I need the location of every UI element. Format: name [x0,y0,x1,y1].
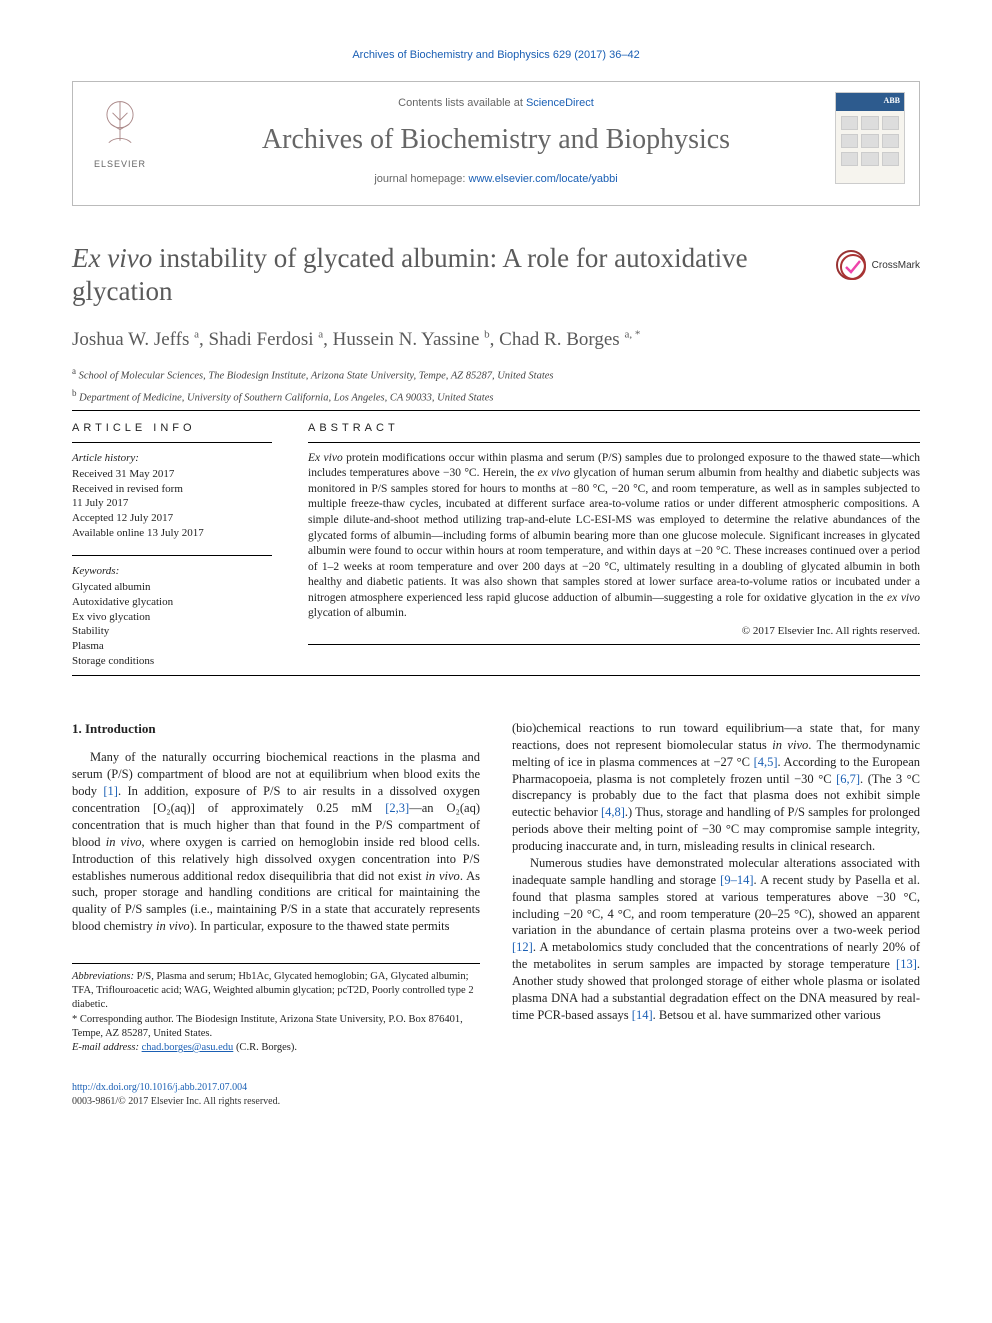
issn-copyright: 0003-9861/© 2017 Elsevier Inc. All right… [72,1096,280,1107]
article-title: Ex vivo instability of glycated albumin:… [72,242,816,307]
history-revised-2: 11 July 2017 [72,496,272,511]
footnotes-block: Abbreviations: P/S, Plasma and serum; Hb… [72,963,480,1055]
intro-para-2: (bio)chemical reactions to run toward eq… [512,720,920,855]
article-info-column: ARTICLE INFO Article history: Received 3… [72,421,272,669]
contents-lists-line: Contents lists available at ScienceDirec… [73,96,919,111]
journal-header-box: ELSEVIER ABB Contents lists available at… [72,81,920,206]
journal-name: Archives of Biochemistry and Biophysics [73,121,919,159]
cover-brand: ABB [836,93,904,111]
abstract-heading: ABSTRACT [308,421,920,443]
abstract-text: Ex vivo protein modifications occur with… [308,451,920,622]
rule [72,675,920,676]
section-heading-intro: 1. Introduction [72,720,480,738]
publisher-logo[interactable]: ELSEVIER [87,96,153,170]
journal-cover-thumb[interactable]: ABB [835,92,905,184]
body-column-right: (bio)chemical reactions to run toward eq… [512,720,920,1055]
history-label: Article history: [72,451,272,466]
article-info-heading: ARTICLE INFO [72,421,272,443]
publisher-name: ELSEVIER [87,158,153,170]
keyword: Ex vivo glycation [72,610,272,625]
keyword: Stability [72,624,272,639]
crossmark-label: CrossMark [872,259,920,273]
intro-para-1: Many of the naturally occurring biochemi… [72,749,480,935]
keywords-label: Keywords: [72,564,272,579]
keyword: Autoxidative glycation [72,595,272,610]
keyword: Storage conditions [72,654,272,669]
running-head: Archives of Biochemistry and Biophysics … [72,48,920,63]
elsevier-tree-icon [92,96,148,152]
journal-homepage-link[interactable]: www.elsevier.com/locate/yabbi [469,173,618,185]
affiliation: a School of Molecular Sciences, The Biod… [72,365,920,384]
body-column-left: 1. Introduction Many of the naturally oc… [72,720,480,1055]
abstract-column: ABSTRACT Ex vivo protein modifications o… [308,421,920,669]
history-online: Available online 13 July 2017 [72,526,272,541]
sciencedirect-link[interactable]: ScienceDirect [526,97,594,109]
footnote-abbreviations: Abbreviations: P/S, Plasma and serum; Hb… [72,970,480,1013]
history-accepted: Accepted 12 July 2017 [72,511,272,526]
keyword: Glycated albumin [72,580,272,595]
crossmark-icon [836,250,866,280]
affiliation: b Department of Medicine, University of … [72,387,920,406]
history-received: Received 31 May 2017 [72,467,272,482]
footnote-email: E-mail address: chad.borges@asu.edu (C.R… [72,1041,480,1055]
abstract-copyright: © 2017 Elsevier Inc. All rights reserved… [308,624,920,639]
journal-homepage-line: journal homepage: www.elsevier.com/locat… [73,172,919,187]
doi-link[interactable]: http://dx.doi.org/10.1016/j.abb.2017.07.… [72,1082,247,1093]
page-footer: http://dx.doi.org/10.1016/j.abb.2017.07.… [72,1081,920,1108]
corresponding-email-link[interactable]: chad.borges@asu.edu [142,1042,234,1053]
history-revised-1: Received in revised form [72,482,272,497]
rule [308,644,920,645]
intro-para-3: Numerous studies have demonstrated molec… [512,855,920,1024]
crossmark-badge[interactable]: CrossMark [836,242,920,280]
author-list: Joshua W. Jeffs a, Shadi Ferdosi a, Huss… [72,327,920,353]
keyword: Plasma [72,639,272,654]
footnote-corresponding: * Corresponding author. The Biodesign In… [72,1013,480,1041]
